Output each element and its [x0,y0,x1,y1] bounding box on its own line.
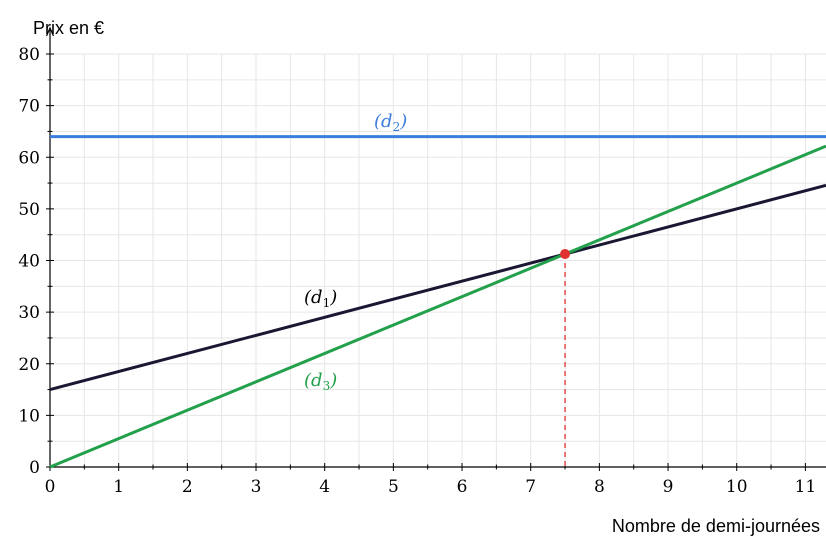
series-lines [49,135,826,469]
series-line-d3 [49,144,826,469]
x-tick-label: 11 [795,477,817,497]
y-tick-label: 0 [29,458,40,478]
x-tick-label: 1 [113,477,124,497]
series-label-d1-sub: 1 [323,296,331,310]
x-tick-label: 7 [525,477,536,497]
x-axis-title: Nombre de demi-journées [612,516,820,536]
y-tick-label: 50 [18,200,40,220]
y-tick-label: 70 [18,97,40,117]
x-tick-label: 6 [457,477,468,497]
x-tick-label: 4 [319,477,330,497]
series-label-d2-sub: 2 [393,120,401,134]
y-axis-title: Prix en € [33,18,104,38]
axes [45,26,826,471]
x-tick-label: 8 [594,477,605,497]
intersection-point [560,249,571,260]
x-tick-label: 3 [251,477,262,497]
y-tick-label: 30 [18,303,40,323]
x-tick-label: 9 [663,477,674,497]
y-axis-arrow [45,26,55,37]
grid [49,53,826,468]
series-label-d2: (d2) [374,111,407,134]
y-tick-label: 80 [18,45,40,65]
y-tick-label: 10 [18,406,40,426]
x-tick-label: 2 [182,477,193,497]
x-tick-label: 10 [726,477,748,497]
x-tick-label: 5 [388,477,399,497]
y-tick-label: 40 [18,252,40,272]
annotations [560,249,571,467]
series-label-d3: (d3) [304,370,337,393]
series-line-d1 [49,183,826,392]
y-tick-label: 60 [18,148,40,168]
series-label-d2-main: d [381,111,393,132]
series-label-d3-main: d [311,370,323,391]
series-label-d1: (d1) [304,287,337,310]
y-tick-label: 20 [18,355,40,375]
tick-labels: 0 1 2 3 4 5 6 7 8 9 10 11 0 10 20 30 40 50 60 70 80 [18,45,816,497]
x-tick-label: 0 [45,477,56,497]
series-label-d1-main: d [311,287,323,308]
series-label-d3-sub: 3 [323,379,331,393]
